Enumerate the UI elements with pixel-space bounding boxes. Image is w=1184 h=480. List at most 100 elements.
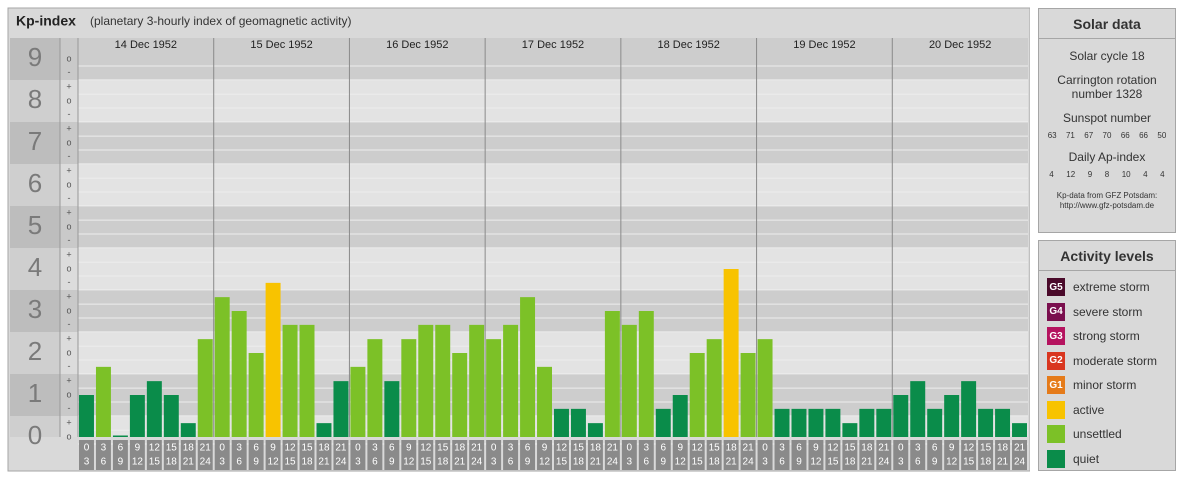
hour-box [146,440,162,470]
hour-end: 12 [810,457,822,468]
minor-tick-label: o [66,305,71,315]
kp-bar [1012,423,1027,437]
level-item: quiet [1039,447,1175,472]
day-label: 15 Dec 1952 [250,39,312,51]
level-swatch: G4 [1047,302,1065,321]
level-code: G5 [1049,281,1063,293]
hour-box [604,440,620,470]
minor-tick-label: - [68,403,71,413]
kp-bar [214,297,230,437]
label-band [10,38,60,80]
label-band [10,374,60,416]
kp-bar [248,353,264,437]
label-band [10,80,60,122]
plot-band [78,206,1028,248]
level-label: moderate storm [1073,353,1158,368]
minor-tick-label: o [66,263,71,273]
y-tick-label: 0 [28,420,42,450]
hour-end: 24 [743,457,755,468]
ap-title: Daily Ap-index [1068,150,1146,164]
day-label: 19 Dec 1952 [793,39,855,51]
hour-box [180,440,196,470]
hour-start: 18 [726,443,738,454]
hour-box [520,440,536,470]
minor-tick-label: - [68,109,71,119]
hour-end: 12 [946,457,958,468]
kp-bar [706,339,722,437]
hour-box [367,440,383,470]
kp-bar [282,324,298,437]
hour-box [299,440,315,470]
hour-end: 15 [963,457,975,468]
hour-box [95,440,111,470]
kp-bar [927,408,943,437]
kp-bar [740,353,756,437]
minor-tick-label: - [68,277,71,287]
hour-end: 9 [118,457,124,468]
ap-value: 4 [1143,170,1148,179]
hour-end: 12 [539,457,551,468]
minor-tick-label: - [68,193,71,203]
level-item: G2 moderate storm [1039,349,1175,374]
hour-end: 15 [284,457,296,468]
hour-start: 3 [779,443,785,454]
hour-end: 15 [420,457,432,468]
hour-end: 6 [236,457,242,468]
hour-start: 6 [660,443,666,454]
minor-tick-label: + [66,166,71,176]
ap-value: 4 [1049,170,1054,179]
level-item: G5 extreme storm [1039,275,1175,300]
plot-band [78,248,1028,290]
hour-end: 21 [861,457,873,468]
level-label: strong storm [1073,329,1140,344]
kp-bar [554,408,569,437]
label-band [10,248,60,290]
level-code: G2 [1049,355,1063,367]
kp-bar [180,423,196,437]
kp-bar [129,395,145,437]
hour-start: 18 [454,443,466,454]
minor-tick-label: + [66,334,71,344]
hour-start: 3 [915,443,921,454]
hour-box [689,440,705,470]
sub-band [60,164,78,206]
hour-start: 3 [644,443,650,454]
level-swatch: G3 [1047,327,1065,346]
hour-box [418,440,434,470]
kp-chart: Kp-index (planetary 3-hourly index of ge… [7,7,1030,472]
hour-end: 21 [726,457,738,468]
kp-bar [604,311,620,437]
minor-tick-label: o [66,95,71,105]
hour-box [282,440,298,470]
hour-start: 21 [200,443,212,454]
hour-start: 15 [844,443,856,454]
kp-bar [808,408,824,437]
hour-box [1012,440,1027,470]
level-label: quiet [1073,451,1100,466]
kp-bar [859,408,875,437]
hour-end: 3 [355,457,361,468]
hour-end: 6 [101,457,107,468]
hour-box [503,440,519,470]
hour-box [978,440,994,470]
kp-bar [146,381,162,437]
level-swatch: G5 [1047,278,1065,297]
chart-subtitle: (planetary 3-hourly index of geomagnetic… [90,14,351,28]
sunspot-number: 66 [1120,131,1130,140]
level-code: G1 [1049,379,1063,391]
y-tick-label: 9 [28,42,42,72]
levels-panel: Activity levels G5 extreme storm G4 severe … [1038,240,1176,471]
hour-start: 12 [692,443,704,454]
solar-panel: Solar data Solar cycle 18 Carrington rot… [1038,8,1176,233]
kp-bar [112,435,128,437]
hour-end: 6 [508,457,514,468]
minor-tick-label: o [66,221,71,231]
hour-box [333,440,349,470]
kp-bar [401,339,417,437]
day-label: 14 Dec 1952 [115,39,177,51]
hour-start: 9 [949,443,955,454]
sub-band [60,248,78,290]
hour-box [672,440,688,470]
ap-value: 8 [1104,170,1110,179]
ap-value: 9 [1087,170,1093,179]
